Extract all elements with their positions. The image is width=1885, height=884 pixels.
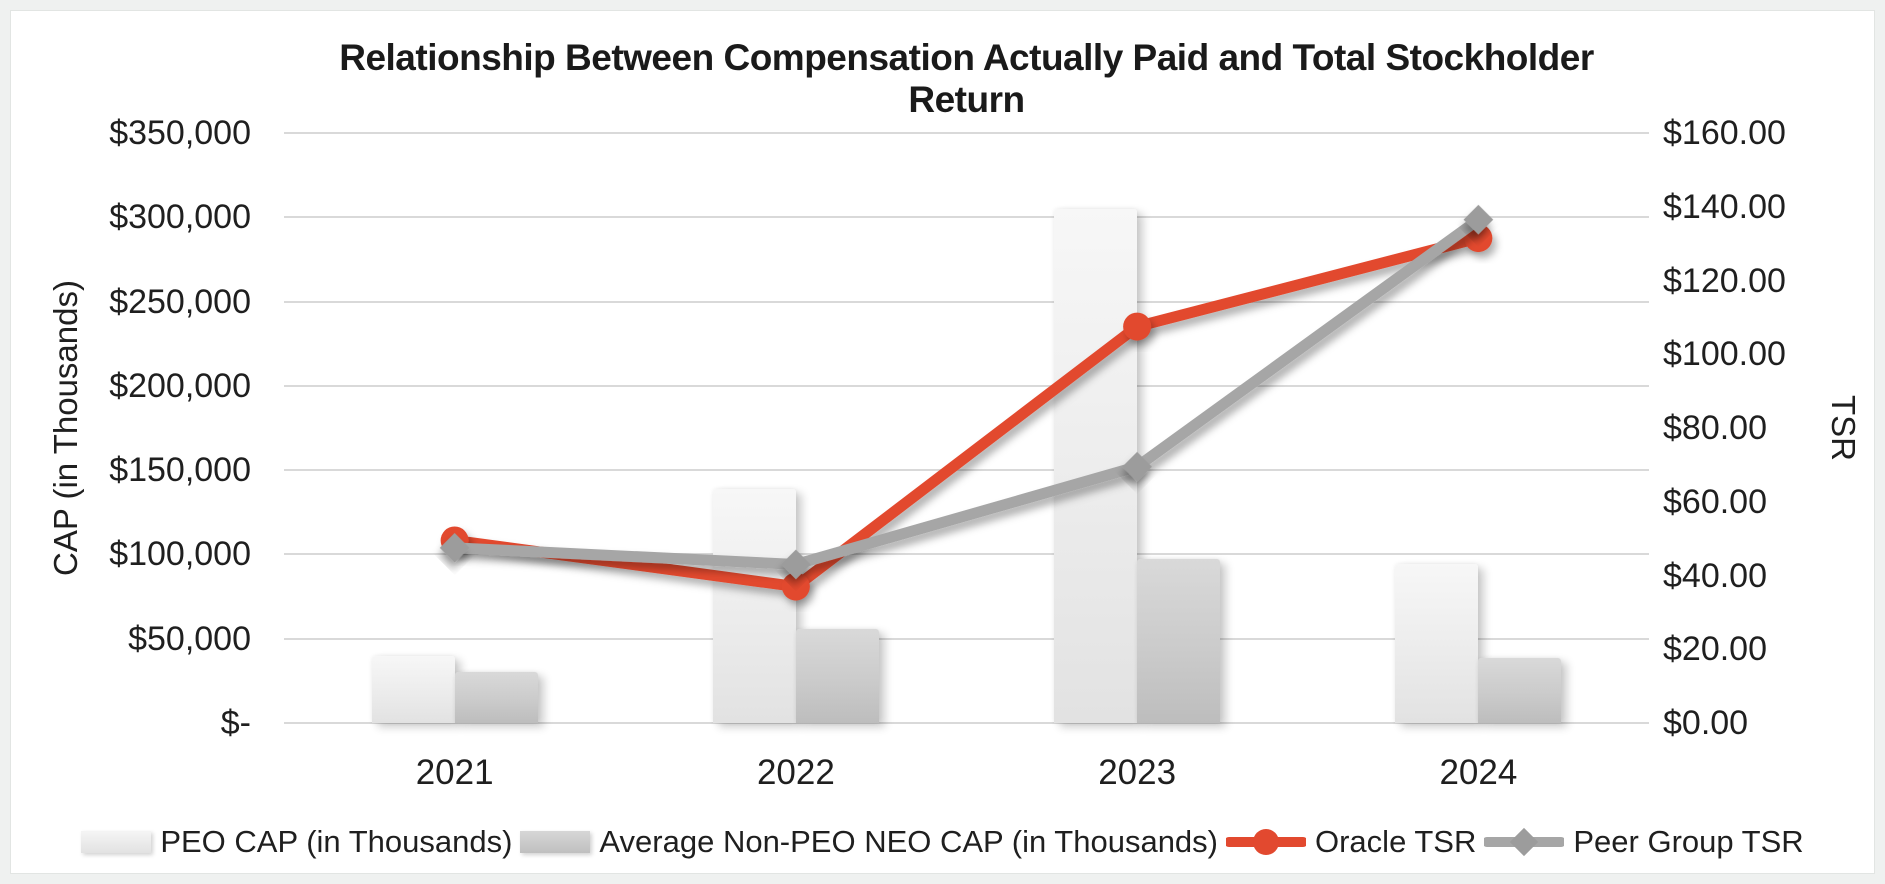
peer-group-tsr-point-2024 (1463, 204, 1494, 235)
gridline (284, 300, 1649, 303)
gridline (284, 469, 1649, 472)
right-axis-tick-label: $140.00 (1663, 187, 1786, 226)
x-axis-label-2021: 2021 (415, 753, 494, 792)
oracle-tsr-line-marker-icon (1226, 829, 1306, 855)
legend-item-peo-cap: PEO CAP (in Thousands) (81, 824, 512, 860)
right-axis-tick-label: $40.00 (1663, 556, 1767, 595)
left-axis-tick-label: $250,000 (109, 282, 251, 321)
gridline (284, 553, 1649, 556)
bar-nonpeo-neo-cap-2024 (1478, 658, 1562, 723)
line-series-overlay (439, 204, 1494, 601)
x-axis-label-2024: 2024 (1439, 753, 1518, 792)
legend-item-nonpeo-cap: Average Non-PEO NEO CAP (in Thousands) (520, 824, 1218, 860)
peer-group-tsr-point-2021 (439, 532, 470, 563)
bar-peo-cap-2021 (371, 655, 455, 723)
right-axis-tick-label: $60.00 (1663, 482, 1767, 521)
peo-bar-swatch-icon (81, 831, 152, 853)
oracle-tsr-point-2022 (781, 572, 810, 601)
legend-item-oracle-tsr: Oracle TSR (1226, 824, 1476, 860)
x-axis-label-2022: 2022 (756, 753, 835, 792)
legend-label: Oracle TSR (1315, 824, 1477, 859)
peer-group-tsr-line-marker-icon (1484, 827, 1565, 857)
legend-item-peer-group-tsr: Peer Group TSR (1484, 824, 1804, 860)
right-axis-tick-label: $100.00 (1663, 335, 1786, 374)
bar-peo-cap-2022 (712, 488, 796, 723)
bar-nonpeo-neo-cap-2023 (1137, 558, 1221, 723)
legend-label: Peer Group TSR (1573, 824, 1804, 859)
legend-label: PEO CAP (in Thousands) (160, 824, 513, 859)
gridline (284, 384, 1649, 387)
left-axis-tick-label: $300,000 (109, 198, 251, 237)
oracle-tsr-line (453, 232, 1480, 593)
left-axis-tick-label: $200,000 (109, 366, 251, 405)
left-axis-tick-label: $100,000 (109, 535, 251, 574)
left-axis-tick-label: $50,000 (128, 619, 251, 658)
left-axis-tick-label: $- (220, 704, 251, 742)
legend-label: Average Non-PEO NEO CAP (in Thousands) (599, 824, 1218, 859)
peer-group-tsr-point-2022 (781, 549, 811, 580)
bar-nonpeo-neo-cap-2022 (795, 628, 879, 723)
right-axis-tick-label: $80.00 (1663, 409, 1767, 447)
nonpeo-bar-swatch-icon (520, 831, 591, 853)
peer-group-tsr-line (454, 215, 1482, 570)
right-axis-tick-label: $160.00 (1663, 114, 1786, 152)
oracle-tsr-point-2023 (1123, 312, 1152, 341)
gridline (284, 216, 1649, 219)
bar-peo-cap-2024 (1395, 563, 1479, 723)
left-axis-tick-label: $150,000 (109, 451, 251, 490)
right-axis-tick-label: $20.00 (1663, 630, 1767, 669)
chart-card: Relationship Between Compensation Actual… (10, 10, 1875, 874)
gridline (284, 722, 1649, 724)
gridline (284, 637, 1649, 640)
chart-title: Relationship Between Compensation Actual… (339, 37, 1594, 120)
plot-area (284, 132, 1649, 724)
left-axis-tick-label: $350,000 (109, 114, 251, 152)
gridline (284, 132, 1649, 134)
legend: PEO CAP (in Thousands) Average Non-PEO N… (11, 813, 1874, 871)
peer-group-tsr-point-2023 (1122, 451, 1152, 482)
right-axis-tick-label: $120.00 (1663, 261, 1786, 300)
right-axis-tick-label: $0.00 (1663, 704, 1749, 742)
bar-nonpeo-neo-cap-2021 (454, 671, 538, 723)
x-axis-label-2023: 2023 (1098, 753, 1177, 792)
